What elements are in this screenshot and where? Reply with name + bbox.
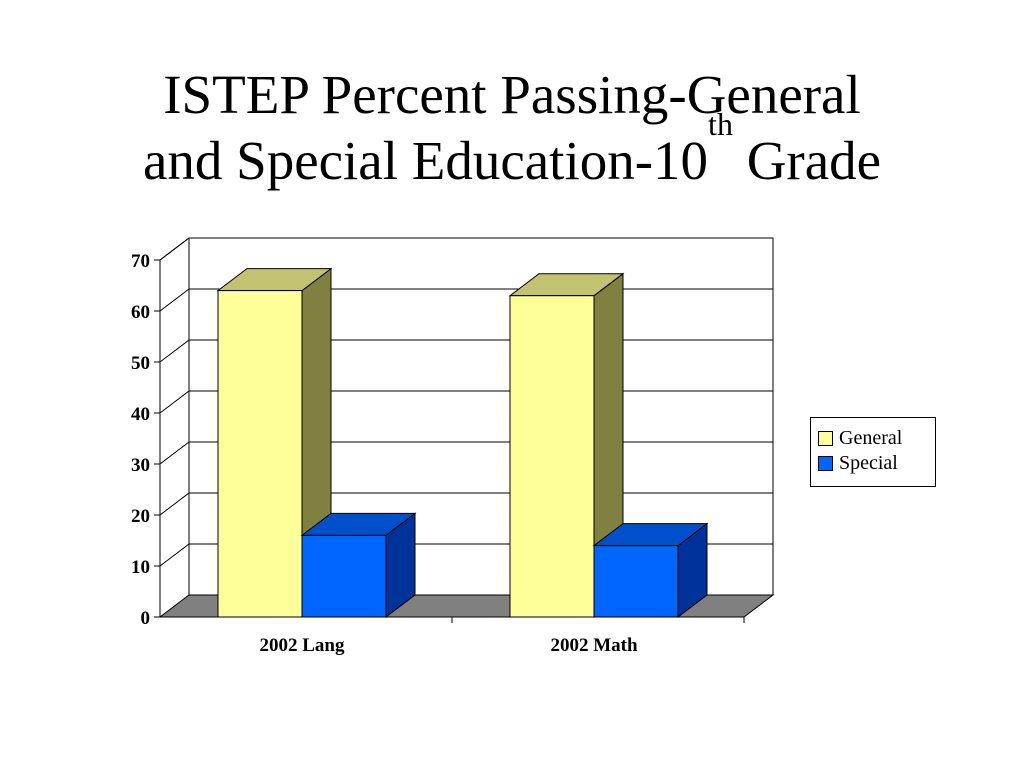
chart-bars	[216, 267, 709, 619]
y-tick-label: 0	[141, 608, 151, 629]
gridline-side	[159, 339, 190, 363]
legend-item-special: Special	[818, 451, 935, 476]
title-line-1: ISTEP Percent Passing-General	[163, 64, 861, 125]
bar-special-1	[593, 545, 679, 618]
gridline-side	[159, 237, 190, 261]
gridline-side	[159, 390, 190, 414]
title-line-2-end: Grade	[732, 130, 882, 191]
y-tick-label: 50	[131, 353, 150, 374]
x-axis: 2002 Lang 2002 Math	[260, 617, 745, 656]
legend-label-general: General	[839, 427, 903, 449]
y-tick-label: 70	[131, 251, 150, 272]
bar-general-1	[509, 295, 595, 618]
slide-title: ISTEP Percent Passing-General and Specia…	[0, 62, 1024, 194]
y-tick-label: 40	[131, 404, 150, 425]
gridline-side	[159, 543, 190, 567]
title-superscript: th	[708, 106, 733, 142]
legend-item-general: General	[818, 426, 935, 451]
bar-general-0	[217, 290, 303, 618]
gridline-side	[159, 441, 190, 465]
legend-swatch-special	[818, 456, 833, 471]
x-tick-label: 2002 Lang	[260, 635, 345, 656]
y-tick-label: 10	[131, 557, 150, 578]
gridline-side	[159, 492, 190, 516]
legend-swatch-general	[818, 431, 833, 446]
gridline-side	[159, 288, 190, 312]
y-tick-label: 60	[131, 302, 150, 323]
x-tick-label: 2002 Math	[550, 635, 638, 656]
y-tick-label: 30	[131, 455, 150, 476]
chart-legend: General Special	[810, 417, 936, 487]
y-axis: 0 10 20 30 40 50 60 70	[131, 251, 160, 629]
y-tick-label: 20	[131, 506, 150, 527]
title-line-2-main: and Special Education-10	[142, 130, 709, 191]
bar-special-0	[301, 534, 387, 618]
title-line-2: and Special Education-10th Grade	[142, 108, 882, 191]
legend-label-special: Special	[839, 452, 898, 474]
